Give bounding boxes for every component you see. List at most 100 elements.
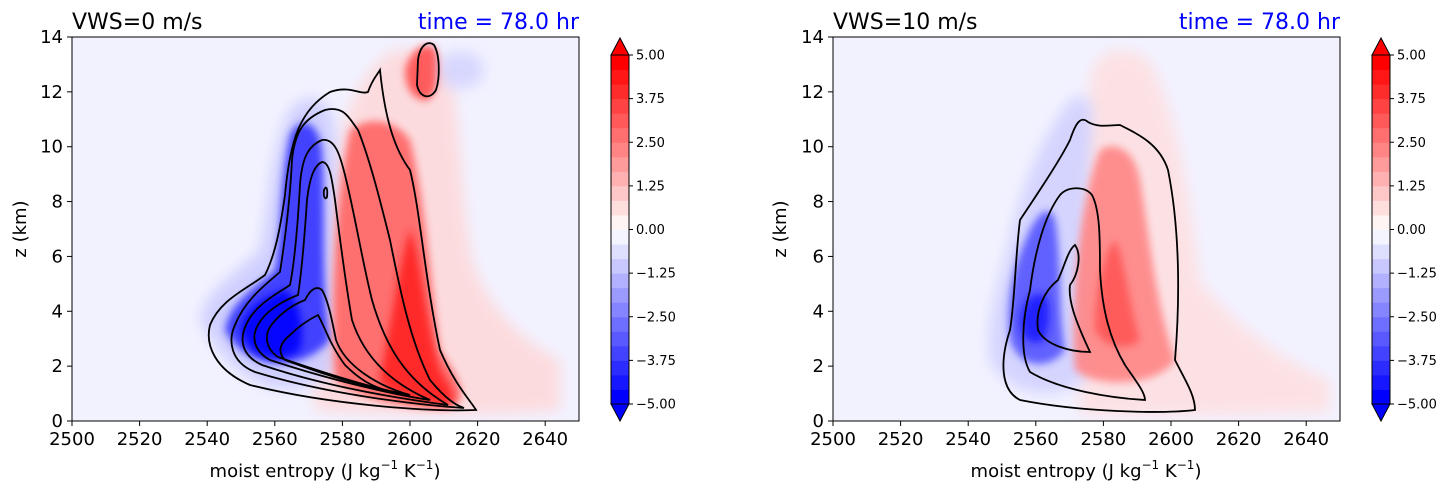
x-tick-label: 2600: [1148, 429, 1194, 450]
colorbar-level: [611, 200, 629, 216]
colorbar-tick-label: 5.00: [1397, 49, 1426, 64]
y-tick-label: 0: [52, 411, 63, 432]
x-tick-label: 2540: [945, 429, 991, 450]
colorbar-level: [1372, 302, 1390, 318]
negative-peak: [1020, 293, 1050, 343]
colorbar-tick-label: 0.00: [1397, 223, 1426, 238]
contour-line: [1002, 118, 1196, 413]
x-axis-label: moist entropy (J kg−1 K−1): [210, 458, 441, 482]
colorbar-level: [611, 185, 629, 201]
colorbar-level: [1372, 244, 1390, 260]
colorbar-tick-label: 0.00: [636, 223, 665, 238]
colorbar-extend-max: [1371, 36, 1391, 56]
colorbar-level: [1372, 389, 1390, 405]
x-axis: 2500 2520 2540 2560 2580 2600 2620 2640: [810, 421, 1329, 450]
colorbar-level: [1372, 345, 1390, 361]
x-axis-label: moist entropy (J kg−1 K−1): [971, 458, 1202, 482]
colorbar-level: [1372, 171, 1390, 187]
colorbar-level: [611, 113, 629, 129]
colorbar-level: [611, 171, 629, 187]
colorbar-level: [1372, 273, 1390, 289]
plot-frame: [832, 36, 1341, 422]
colorbar-level: [611, 127, 629, 143]
y-tick-label: 4: [813, 301, 824, 322]
negative-core: [225, 123, 330, 364]
x-tick-label: 2640: [1283, 429, 1329, 450]
contour-line: [266, 287, 411, 396]
x-tick-label: 2600: [387, 429, 433, 450]
colorbar-level: [611, 331, 629, 347]
colorbar-level: [611, 244, 629, 260]
contour-line: [279, 313, 386, 391]
x-tick-label: 2520: [878, 429, 924, 450]
upper-negative-blob: [440, 51, 485, 89]
colorbar-tick-label: −3.75: [1397, 354, 1437, 369]
contour-lines: [1002, 118, 1196, 413]
colorbar-tick-label: 2.50: [636, 136, 665, 151]
colorbar-level: [1372, 331, 1390, 347]
contour-line: [253, 161, 431, 401]
contour-lines: [207, 42, 478, 412]
panel-vws-0: 2500 2520 2540 2560 2580 2600 2620 2640 0 2 4 6 8 10…: [10, 10, 676, 482]
colorbar-extend-max: [610, 36, 630, 56]
y-tick-label: 2: [52, 356, 63, 377]
time-label: time = 78.0 hr: [1179, 10, 1341, 35]
colorbar-level: [611, 287, 629, 303]
colorbar-level: [611, 389, 629, 405]
y-tick-label: 14: [801, 27, 824, 48]
panel-title: VWS=10 m/s: [833, 10, 978, 35]
colorbar-level: [1372, 229, 1390, 245]
plot-frame: [71, 36, 580, 422]
colorbar-tick-label: −5.00: [1397, 398, 1437, 413]
colorbar-level: [1372, 185, 1390, 201]
y-axis: 0 2 4 6 8 10 12 14: [801, 27, 833, 432]
colorbar-level: [1372, 374, 1390, 390]
colorbar-level: [1372, 98, 1390, 114]
y-tick-label: 4: [52, 301, 63, 322]
colorbar-level: [1372, 200, 1390, 216]
contour-line: [1036, 243, 1092, 353]
filled-contours: [200, 45, 560, 415]
colorbar-extend-min: [610, 403, 630, 423]
colorbar-level: [611, 142, 629, 158]
colorbar-level: [1372, 287, 1390, 303]
x-tick-label: 2580: [319, 429, 365, 450]
colorbar-level: [1372, 156, 1390, 172]
panel-vws-10: 2500 2520 2540 2560 2580 2600 2620 2640 0 2 4 6 8 10…: [770, 10, 1437, 482]
colorbar-level: [611, 98, 629, 114]
y-axis: 0 2 4 6 8 10 12 14: [40, 27, 72, 432]
y-axis-label: z (km): [770, 200, 791, 257]
colorbar-tick-label: 3.75: [636, 92, 665, 107]
contour-line: [230, 108, 465, 409]
colorbar-level: [611, 273, 629, 289]
colorbar-tick-label: −3.75: [636, 354, 676, 369]
colorbar-tick-label: −2.50: [1397, 310, 1437, 325]
colorbar-level: [611, 302, 629, 318]
colorbar: −5.00 −3.75 −2.50 −1.25 0.00 1.25 2.50 3.75 5.00: [610, 36, 676, 423]
colorbar-tick-label: −5.00: [636, 398, 676, 413]
time-label: time = 78.0 hr: [418, 10, 580, 35]
colorbar-level: [611, 316, 629, 332]
contour-line: [207, 67, 478, 412]
y-tick-label: 2: [813, 356, 824, 377]
y-tick-label: 6: [52, 246, 63, 267]
colorbar-tick-label: −1.25: [1397, 267, 1437, 282]
contour-line: [241, 139, 449, 406]
colorbar-level: [611, 374, 629, 390]
colorbar-level: [1372, 316, 1390, 332]
x-tick-label: 2500: [49, 429, 95, 450]
x-tick-label: 2560: [252, 429, 298, 450]
panel-title: VWS=0 m/s: [72, 10, 203, 35]
x-tick-label: 2540: [184, 429, 230, 450]
x-axis: 2500 2520 2540 2560 2580 2600 2620 2640: [49, 421, 568, 450]
y-axis-label: z (km): [10, 200, 31, 257]
y-tick-label: 0: [813, 411, 824, 432]
contour-line: [1022, 187, 1146, 401]
colorbar-tick-label: 1.25: [636, 179, 665, 194]
colorbar-level: [611, 69, 629, 85]
colorbar-tick-label: −2.50: [636, 310, 676, 325]
colorbar-level: [1372, 127, 1390, 143]
y-tick-label: 12: [801, 82, 824, 103]
positive-peak: [380, 230, 454, 405]
